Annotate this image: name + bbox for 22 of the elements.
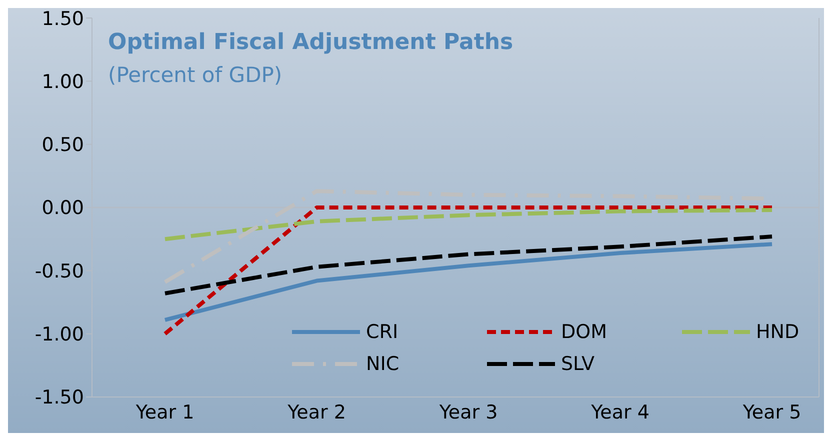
line-series: [163, 208, 774, 242]
legend-label: CRI: [366, 321, 398, 343]
x-tick-label: Year 5: [742, 401, 802, 424]
line-series: [163, 234, 774, 296]
x-tick-label: Year 3: [438, 401, 498, 424]
x-tick-label: Year 4: [590, 401, 650, 424]
legend-label: DOM: [561, 321, 607, 343]
x-tick-label: Year 1: [134, 401, 194, 424]
text: (Percent of GDP): [108, 63, 284, 87]
y-tick-label: 0.00: [42, 197, 84, 220]
y-tick-label: 1.50: [42, 8, 84, 30]
x-tick-label: Year 2: [286, 401, 346, 424]
legend-label: HND: [756, 321, 800, 343]
y-tick-label: -1.50: [34, 386, 84, 409]
y-tick-label: -0.50: [34, 260, 84, 282]
y-tick-label: 1.00: [42, 70, 84, 93]
text: Optimal Fiscal Adjustment Paths: [108, 30, 514, 55]
line-series: [163, 242, 774, 322]
y-tick-label: 0.50: [42, 134, 84, 156]
y-tick-label: -1.00: [34, 324, 84, 346]
legend-label: SLV: [561, 353, 595, 375]
legend-label: NIC: [366, 353, 400, 375]
